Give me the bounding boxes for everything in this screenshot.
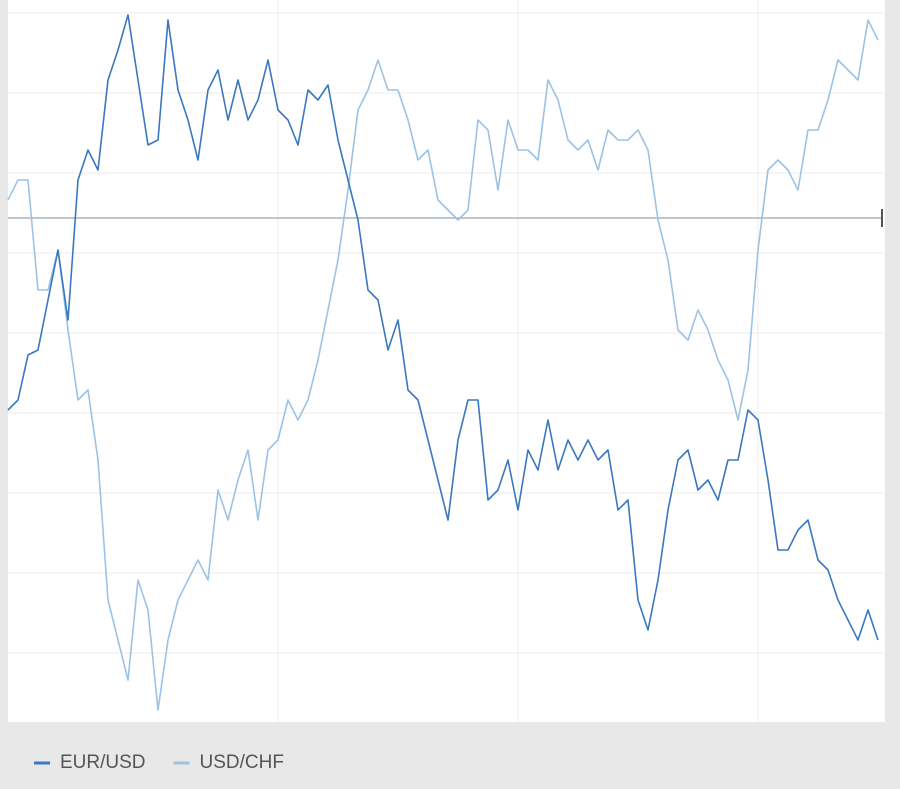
plot-area [8,0,885,722]
line-series [7,19,879,711]
line-series [7,14,879,641]
legend-label: USD/CHF [200,752,284,773]
legend-label: EUR/USD [60,752,146,773]
